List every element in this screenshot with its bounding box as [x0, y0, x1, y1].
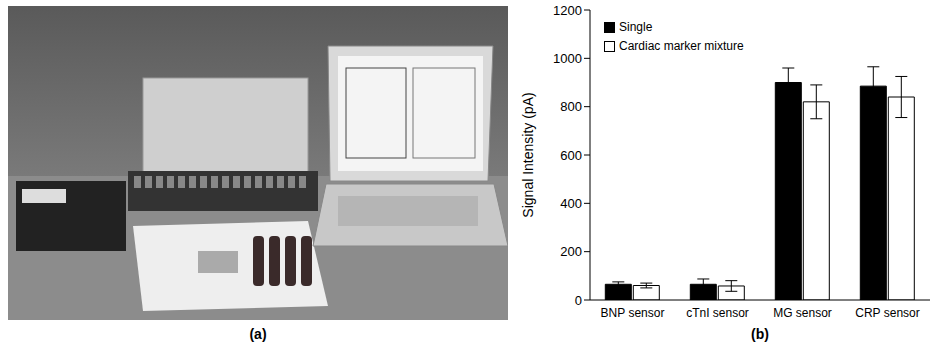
svg-text:MG sensor: MG sensor [773, 306, 832, 320]
html-text:Cardiac marker mixture: Cardiac marker mixture [619, 39, 744, 53]
svg-text:400: 400 [560, 196, 582, 211]
svg-text:200: 200 [560, 244, 582, 259]
svg-text:cTnI sensor: cTnI sensor [686, 306, 749, 320]
svg-text:1000: 1000 [553, 51, 582, 66]
svg-text:CRP sensor: CRP sensor [855, 306, 919, 320]
svg-text:1200: 1200 [553, 3, 582, 18]
html-text:(b): (b) [751, 326, 769, 342]
svg-text:BNP sensor: BNP sensor [601, 306, 665, 320]
html-text:(a): (a) [249, 326, 267, 342]
svg-text:Signal Intensity (pA): Signal Intensity (pA) [520, 92, 536, 217]
html-text:Single: Single [619, 20, 653, 34]
svg-text:0: 0 [575, 293, 582, 308]
svg-text:600: 600 [560, 148, 582, 163]
svg-text:800: 800 [560, 99, 582, 114]
